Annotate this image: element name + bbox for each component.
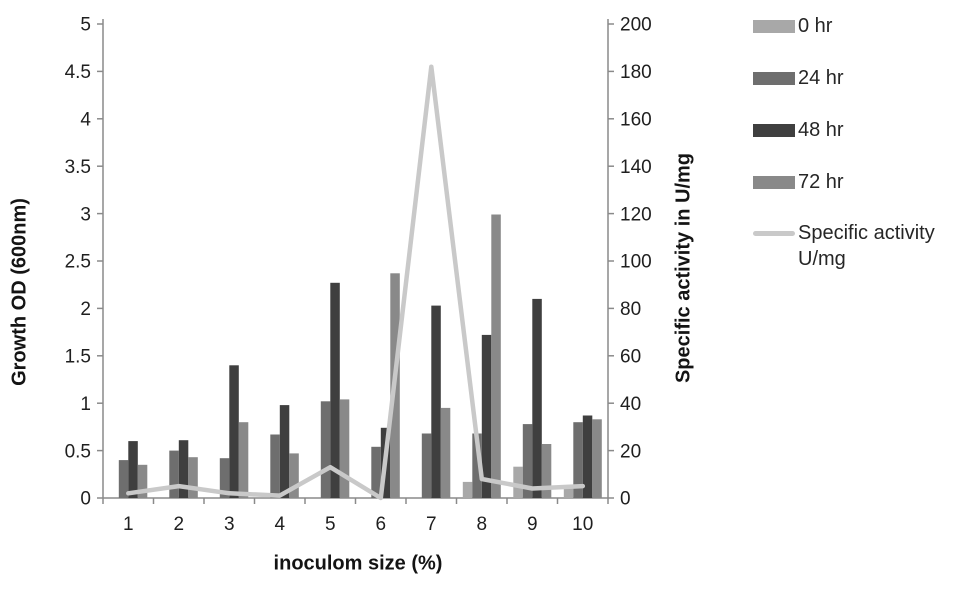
legend-item-24-hr: 24 hr — [753, 52, 968, 104]
bar-72hr-x1 — [137, 464, 148, 498]
bar-24hr-x1 — [118, 460, 129, 498]
bar-48hr-x2 — [178, 440, 189, 498]
bar-72hr-x2 — [188, 457, 198, 498]
bar-48hr-x10 — [582, 415, 593, 498]
right-axis-ticks: 0 20 40 60 80 100 120 140 160 180 200 — [608, 15, 652, 510]
right-tick-label: 200 — [620, 15, 652, 36]
bar-48hr-x5 — [330, 282, 340, 498]
x-tick-label: 10 — [572, 514, 593, 535]
bar-72hr-x10 — [592, 419, 602, 498]
bar-72hr-x5 — [339, 399, 350, 498]
bar-72hr-x4 — [289, 453, 299, 498]
legend-bar-swatch — [753, 123, 795, 137]
right-tick-label: 40 — [620, 394, 641, 415]
legend-bar-swatch — [753, 71, 795, 85]
x-tick-label: 3 — [224, 514, 235, 535]
legend-item-0-hr: 0 hr — [753, 0, 968, 52]
x-tick-label: 2 — [173, 514, 184, 535]
bar-48hr-x8 — [481, 334, 492, 498]
legend-item-48-hr: 48 hr — [753, 104, 968, 156]
right-tick-label: 0 — [620, 489, 631, 510]
x-tick-label: 8 — [476, 514, 487, 535]
bar-24hr-x6 — [371, 446, 381, 498]
bar-24hr-x3 — [219, 458, 230, 498]
legend-line-swatch — [753, 231, 795, 236]
left-tick-label: 1 — [80, 394, 91, 415]
bar-48hr-x1 — [128, 441, 138, 498]
legend-label: 0 hr — [798, 15, 833, 37]
legend-bar-swatch — [753, 19, 795, 33]
bar-24hr-x7 — [421, 433, 432, 498]
right-tick-label: 120 — [620, 204, 652, 225]
bars — [118, 214, 602, 498]
left-tick-label: 3.5 — [65, 157, 91, 178]
legend-item-specific-activity-u/mg: Specific activity U/mg — [753, 208, 968, 272]
bar-72hr-x3 — [238, 422, 249, 498]
right-tick-label: 80 — [620, 299, 641, 320]
left-tick-label: 3 — [80, 204, 91, 225]
bar-48hr-x9 — [532, 298, 542, 498]
bar-24hr-x5 — [320, 401, 331, 498]
bar-72hr-x7 — [440, 407, 451, 498]
right-tick-label: 140 — [620, 157, 652, 178]
bar-24hr-x2 — [169, 450, 179, 498]
bar-24hr-x10 — [573, 422, 583, 498]
left-tick-label: 4 — [80, 109, 91, 130]
legend: 0 hr 24 hr 48 hr 72 hr Specific activity U/m… — [753, 0, 968, 272]
legend-label: Specific activity U/mg — [798, 222, 935, 270]
right-tick-label: 60 — [620, 346, 641, 367]
x-axis-ticks: 1 2 3 4 5 6 7 8 9 10 — [102, 498, 609, 535]
left-tick-label: 5 — [80, 15, 91, 36]
left-tick-label: 0.5 — [65, 441, 91, 462]
bar-24hr-x9 — [522, 424, 533, 498]
left-tick-label: 4.5 — [65, 62, 91, 83]
legend-label: 24 hr — [798, 67, 844, 89]
bar-0hr-x9 — [513, 466, 523, 498]
right-tick-label: 180 — [620, 62, 652, 83]
bar-0hr-x8 — [462, 481, 473, 498]
left-tick-label: 0 — [80, 489, 91, 510]
left-tick-label: 2.5 — [65, 252, 91, 273]
right-tick-label: 20 — [620, 441, 641, 462]
x-axis-title: inoculom size (%) — [273, 552, 443, 575]
x-tick-label: 4 — [274, 514, 285, 535]
right-tick-label: 160 — [620, 109, 652, 130]
bar-0hr-x10 — [563, 485, 574, 498]
x-tick-label: 9 — [527, 514, 538, 535]
legend-label: 72 hr — [798, 171, 844, 193]
x-tick-label: 6 — [375, 514, 386, 535]
bar-72hr-x9 — [541, 444, 552, 498]
bar-48hr-x3 — [229, 365, 239, 498]
bar-48hr-x4 — [279, 405, 290, 498]
specific-activity-line — [126, 64, 586, 501]
left-axis-title: Growth OD (600nm) — [8, 198, 31, 386]
x-tick-label: 7 — [426, 514, 437, 535]
left-tick-label: 1.5 — [65, 346, 91, 367]
x-tick-label: 1 — [123, 514, 134, 535]
legend-item-72-hr: 72 hr — [753, 156, 968, 208]
bar-24hr-x4 — [270, 434, 280, 498]
right-tick-label: 100 — [620, 252, 652, 273]
right-axis-title: Specific activity in U/mg — [672, 152, 695, 384]
bar-24hr-x8 — [472, 433, 482, 498]
left-tick-label: 2 — [80, 299, 91, 320]
legend-label: 48 hr — [798, 119, 844, 141]
bar-48hr-x7 — [431, 305, 441, 498]
left-axis-ticks: 0 0.5 1 1.5 2 2.5 3 3.5 4 4.5 5 — [65, 15, 103, 510]
x-tick-label: 5 — [325, 514, 336, 535]
bar-72hr-x8 — [491, 214, 501, 498]
legend-bar-swatch — [753, 175, 795, 189]
